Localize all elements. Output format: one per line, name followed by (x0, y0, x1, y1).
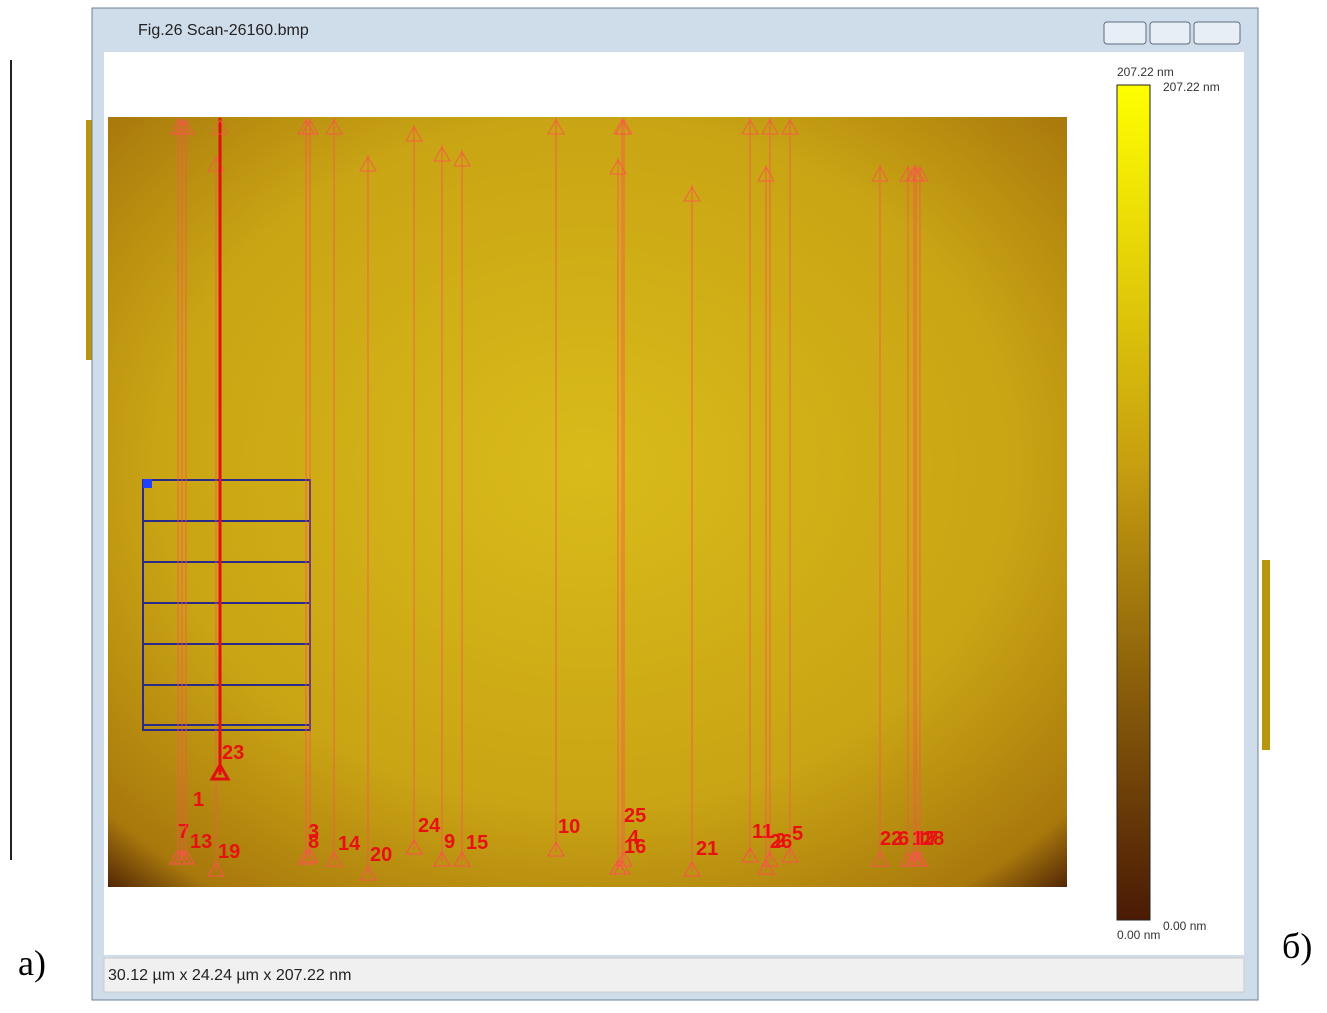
window: Fig.26 Scan-26160.bmp 207.22 nm 207.22 n… (0, 0, 1327, 1013)
colorbar-min-label: 0.00 nm (1117, 928, 1160, 942)
close-button[interactable] (1194, 22, 1240, 44)
colorbar-max-marker: 207.22 nm (1163, 80, 1220, 94)
marker-label: 21 (696, 838, 718, 860)
marker-label: 20 (370, 844, 392, 866)
marker-label: 5 (792, 823, 803, 845)
marker-label: 13 (190, 831, 212, 853)
marker-label: 25 (624, 805, 646, 827)
window-title: Fig.26 Scan-26160.bmp (138, 22, 309, 39)
marker-label: 24 (418, 815, 441, 837)
marker-label: 14 (338, 833, 361, 855)
marker-label: 19 (218, 841, 240, 863)
marker-label: 7 (178, 821, 189, 843)
grid-handle (143, 479, 152, 488)
window-buttons[interactable] (1104, 22, 1240, 44)
marker-label: 9 (444, 831, 455, 853)
status-text: 30.12 µm x 24.24 µm x 207.22 nm (108, 967, 351, 984)
marker-label: 10 (558, 816, 580, 838)
colorbar (1117, 85, 1150, 920)
maximize-button[interactable] (1150, 22, 1190, 44)
colorbar-max-label: 207.22 nm (1117, 65, 1174, 79)
marker-label: 26 (770, 831, 792, 853)
marker-label: 15 (466, 832, 488, 854)
afm-image (108, 117, 1067, 887)
marker-label: 18 (922, 828, 944, 850)
page: а) б) Fig.26 Scan-26160.bmp 207.22 nm 20… (0, 0, 1327, 1013)
marker-label: 8 (308, 831, 319, 853)
minimize-button[interactable] (1104, 22, 1146, 44)
marker-label: 16 (624, 836, 646, 858)
marker-label: 23 (222, 742, 244, 764)
marker-label: 22 (880, 828, 902, 850)
marker-label: 1 (193, 789, 204, 811)
colorbar-min-marker: 0.00 nm (1163, 919, 1206, 933)
